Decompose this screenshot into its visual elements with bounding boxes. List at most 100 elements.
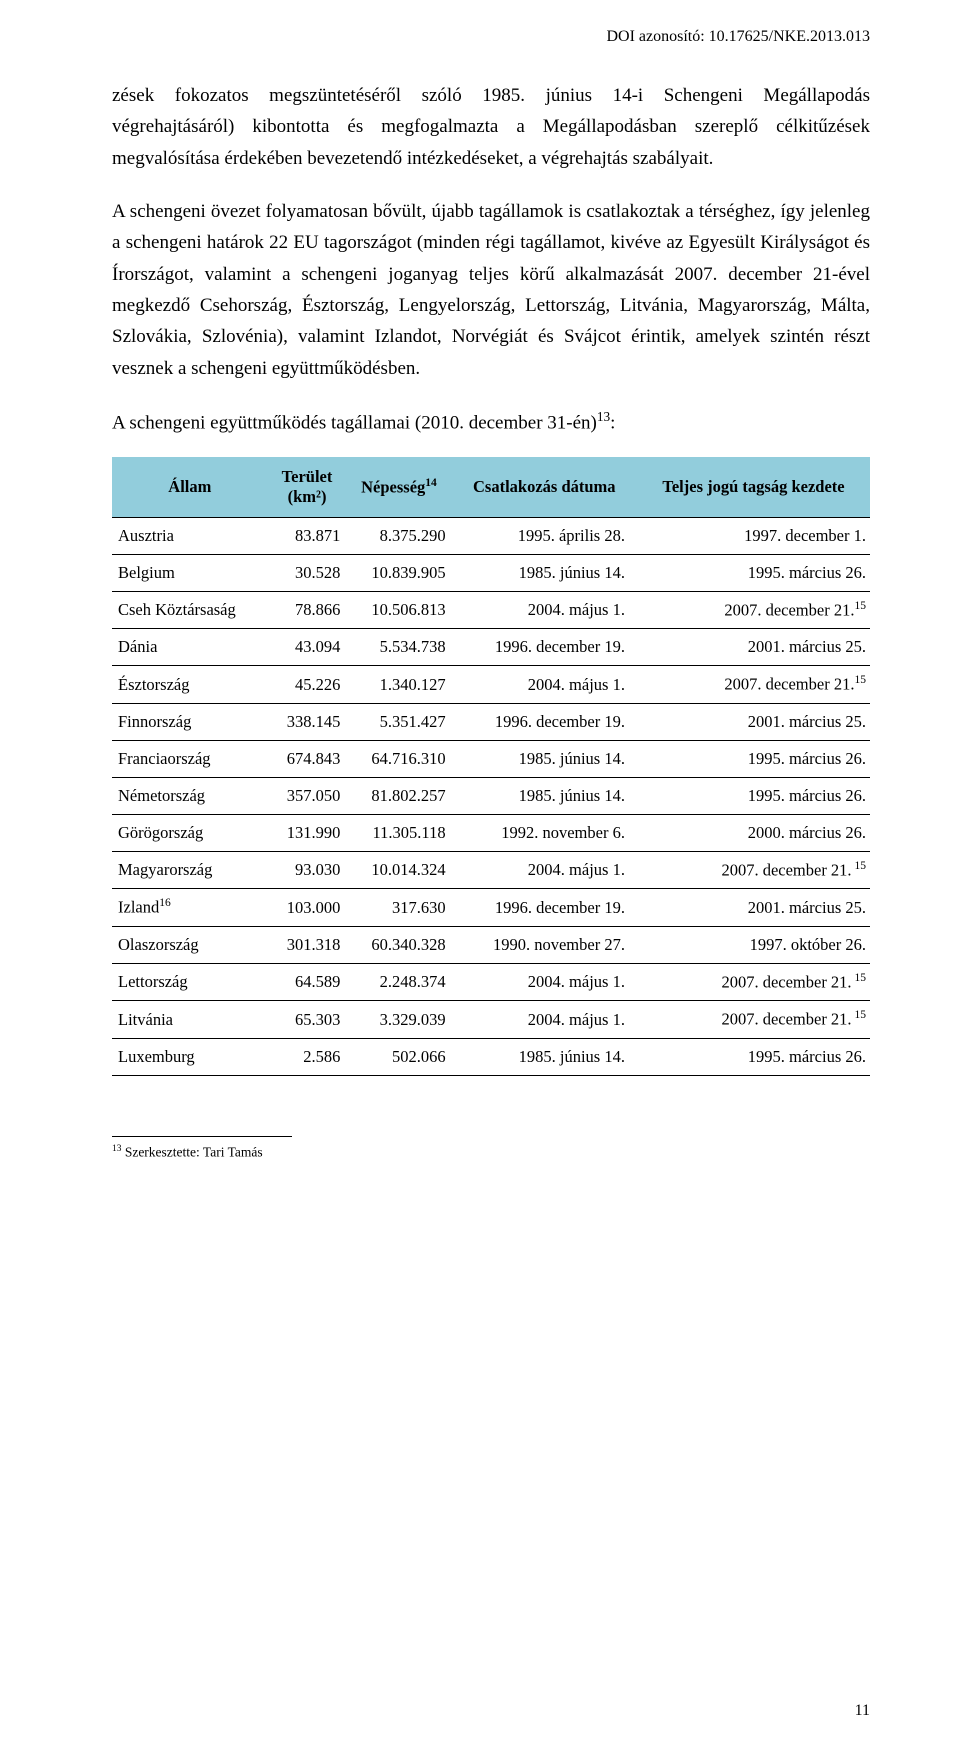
cell-area: 338.145 bbox=[268, 703, 347, 740]
cell-area: 78.866 bbox=[268, 591, 347, 629]
col-population-label: Népesség bbox=[361, 477, 425, 496]
table-caption-footnote-ref: 13 bbox=[597, 409, 610, 424]
cell-population: 2.248.374 bbox=[346, 963, 451, 1001]
cell-population: 502.066 bbox=[346, 1038, 451, 1075]
table-row: Dánia43.0945.534.7381996. december 19.20… bbox=[112, 629, 870, 666]
col-population-footnote-ref: 14 bbox=[425, 477, 437, 489]
cell-population: 10.506.813 bbox=[346, 591, 451, 629]
cell-full-membership: 2007. december 21. 15 bbox=[637, 1001, 870, 1039]
cell-full-membership: 2001. március 25. bbox=[637, 889, 870, 927]
cell-population: 10.839.905 bbox=[346, 554, 451, 591]
cell-population: 60.340.328 bbox=[346, 926, 451, 963]
col-area: Terület (km²) bbox=[268, 457, 347, 518]
cell-state: Finnország bbox=[112, 703, 268, 740]
cell-population: 64.716.310 bbox=[346, 740, 451, 777]
cell-full-membership: 2007. december 21. 15 bbox=[637, 851, 870, 889]
table-row: Cseh Köztársaság78.86610.506.8132004. má… bbox=[112, 591, 870, 629]
cell-accession: 1985. június 14. bbox=[452, 740, 637, 777]
cell-accession: 2004. május 1. bbox=[452, 963, 637, 1001]
cell-full-membership: 2007. december 21.15 bbox=[637, 666, 870, 704]
cell-area: 83.871 bbox=[268, 517, 347, 554]
cell-population: 5.351.427 bbox=[346, 703, 451, 740]
table-row: Luxemburg2.586502.0661985. június 14.199… bbox=[112, 1038, 870, 1075]
cell-area: 43.094 bbox=[268, 629, 347, 666]
cell-full-membership: 2007. december 21.15 bbox=[637, 591, 870, 629]
cell-population: 81.802.257 bbox=[346, 777, 451, 814]
cell-area: 674.843 bbox=[268, 740, 347, 777]
cell-accession: 1990. november 27. bbox=[452, 926, 637, 963]
table-caption-text: A schengeni együttműködés tagállamai (20… bbox=[112, 412, 597, 433]
page-number: 11 bbox=[855, 1702, 870, 1720]
cell-state: Olaszország bbox=[112, 926, 268, 963]
cell-area: 2.586 bbox=[268, 1038, 347, 1075]
cell-full-footnote-ref: 15 bbox=[852, 1009, 866, 1021]
cell-population: 10.014.324 bbox=[346, 851, 451, 889]
cell-full-membership: 1995. március 26. bbox=[637, 777, 870, 814]
cell-accession: 1985. június 14. bbox=[452, 777, 637, 814]
cell-full-footnote-ref: 15 bbox=[854, 674, 866, 686]
cell-accession: 2004. május 1. bbox=[452, 1001, 637, 1039]
col-area-label: Terület bbox=[282, 467, 333, 486]
table-row: Franciaország674.84364.716.3101985. júni… bbox=[112, 740, 870, 777]
cell-full-membership: 1997. október 26. bbox=[637, 926, 870, 963]
cell-area: 65.303 bbox=[268, 1001, 347, 1039]
cell-state: Izland16 bbox=[112, 889, 268, 927]
cell-population: 3.329.039 bbox=[346, 1001, 451, 1039]
cell-area: 357.050 bbox=[268, 777, 347, 814]
cell-state: Észtország bbox=[112, 666, 268, 704]
cell-population: 5.534.738 bbox=[346, 629, 451, 666]
cell-state: Cseh Köztársaság bbox=[112, 591, 268, 629]
cell-accession: 2004. május 1. bbox=[452, 666, 637, 704]
footnote-separator bbox=[112, 1136, 292, 1137]
cell-accession: 1996. december 19. bbox=[452, 889, 637, 927]
cell-area: 131.990 bbox=[268, 814, 347, 851]
cell-full-membership: 2001. március 25. bbox=[637, 703, 870, 740]
cell-state: Magyarország bbox=[112, 851, 268, 889]
cell-area: 30.528 bbox=[268, 554, 347, 591]
cell-full-membership: 1995. március 26. bbox=[637, 554, 870, 591]
cell-accession: 1985. június 14. bbox=[452, 1038, 637, 1075]
table-row: Magyarország93.03010.014.3242004. május … bbox=[112, 851, 870, 889]
cell-area: 93.030 bbox=[268, 851, 347, 889]
table-row: Litvánia65.3033.329.0392004. május 1.200… bbox=[112, 1001, 870, 1039]
cell-population: 8.375.290 bbox=[346, 517, 451, 554]
cell-full-membership: 2007. december 21. 15 bbox=[637, 963, 870, 1001]
cell-state: Litvánia bbox=[112, 1001, 268, 1039]
table-row: Finnország338.1455.351.4271996. december… bbox=[112, 703, 870, 740]
col-full-membership: Teljes jogú tagság kezdete bbox=[637, 457, 870, 518]
cell-accession: 2004. május 1. bbox=[452, 851, 637, 889]
table-row: Olaszország301.31860.340.3281990. novemb… bbox=[112, 926, 870, 963]
cell-population: 11.305.118 bbox=[346, 814, 451, 851]
cell-state: Luxemburg bbox=[112, 1038, 268, 1075]
cell-full-membership: 1995. március 26. bbox=[637, 1038, 870, 1075]
cell-accession: 2004. május 1. bbox=[452, 591, 637, 629]
cell-area: 64.589 bbox=[268, 963, 347, 1001]
cell-state: Görögország bbox=[112, 814, 268, 851]
col-area-unit: (km²) bbox=[288, 487, 327, 506]
cell-full-footnote-ref: 15 bbox=[852, 972, 866, 984]
table-row: Észtország45.2261.340.1272004. május 1.2… bbox=[112, 666, 870, 704]
cell-state: Lettország bbox=[112, 963, 268, 1001]
cell-full-membership: 2000. március 26. bbox=[637, 814, 870, 851]
paragraph-1: zések fokozatos megszüntetéséről szóló 1… bbox=[112, 80, 870, 174]
paragraph-2: A schengeni övezet folyamatosan bővült, … bbox=[112, 196, 870, 384]
cell-full-footnote-ref: 15 bbox=[854, 600, 866, 612]
cell-population: 317.630 bbox=[346, 889, 451, 927]
table-row: Lettország64.5892.248.3742004. május 1.2… bbox=[112, 963, 870, 1001]
schengen-members-table: Állam Terület (km²) Népesség14 Csatlakoz… bbox=[112, 457, 870, 1076]
cell-state: Belgium bbox=[112, 554, 268, 591]
cell-area: 45.226 bbox=[268, 666, 347, 704]
table-row: Izland16103.000317.6301996. december 19.… bbox=[112, 889, 870, 927]
col-accession: Csatlakozás dátuma bbox=[452, 457, 637, 518]
cell-full-membership: 1995. március 26. bbox=[637, 740, 870, 777]
footnote-13-text: Szerkesztette: Tari Tamás bbox=[121, 1144, 262, 1159]
cell-accession: 1992. november 6. bbox=[452, 814, 637, 851]
cell-accession: 1996. december 19. bbox=[452, 703, 637, 740]
cell-full-footnote-ref: 15 bbox=[852, 860, 866, 872]
cell-state: Ausztria bbox=[112, 517, 268, 554]
table-row: Ausztria83.8718.375.2901995. április 28.… bbox=[112, 517, 870, 554]
table-row: Németország357.05081.802.2571985. június… bbox=[112, 777, 870, 814]
col-state: Állam bbox=[112, 457, 268, 518]
table-row: Belgium30.52810.839.9051985. június 14.1… bbox=[112, 554, 870, 591]
cell-full-membership: 2001. március 25. bbox=[637, 629, 870, 666]
